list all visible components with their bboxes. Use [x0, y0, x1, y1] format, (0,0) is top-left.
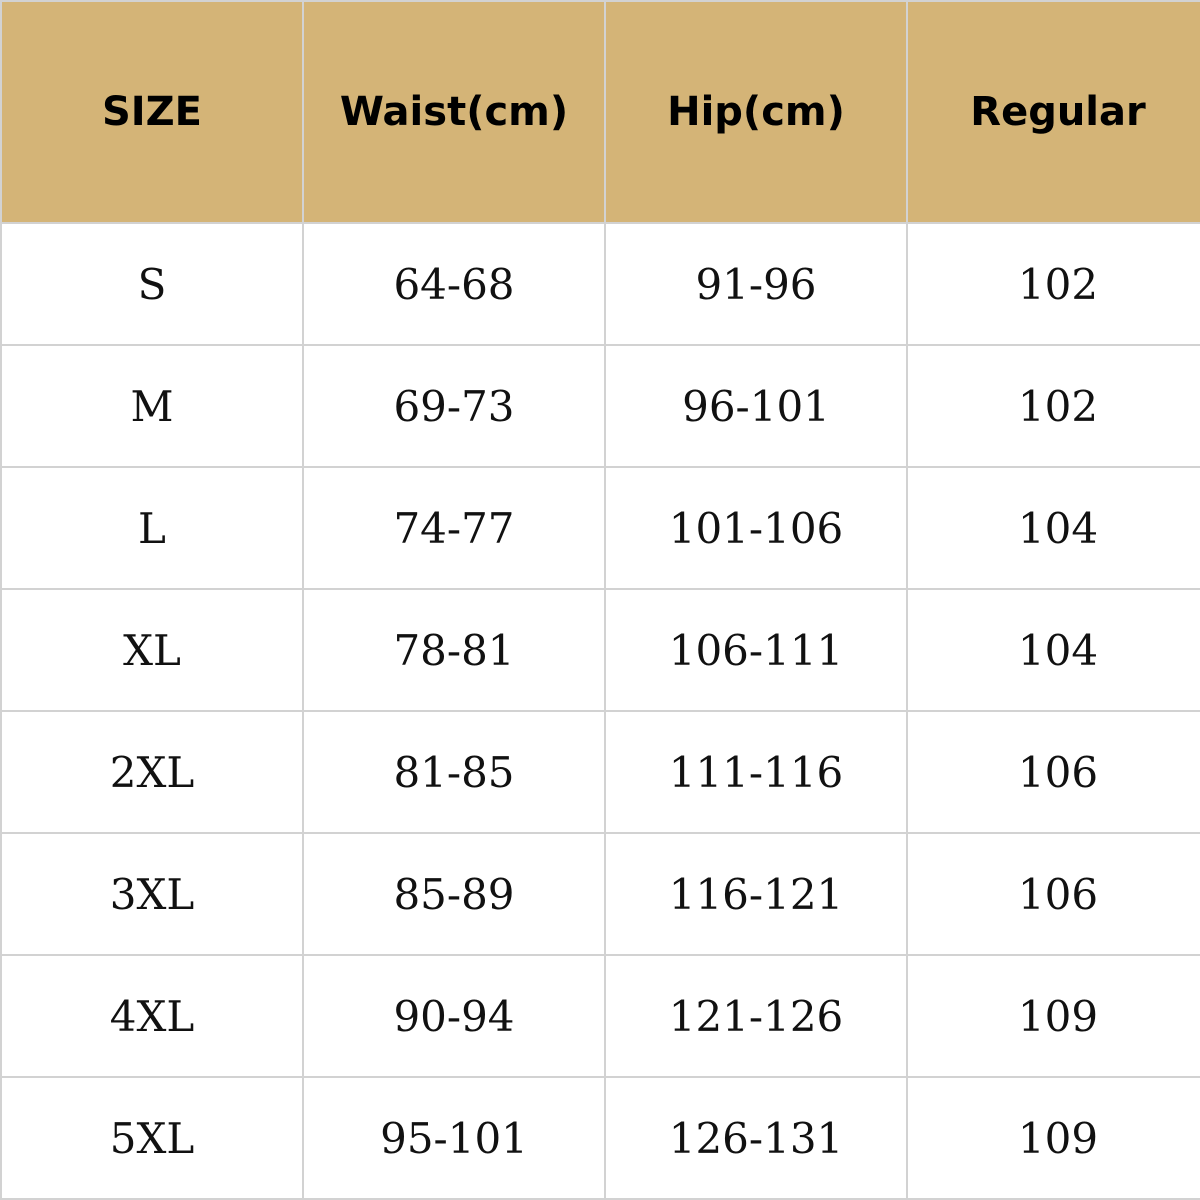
- column-header-hip: Hip(cm): [604, 0, 908, 224]
- cell-size: S: [0, 222, 304, 346]
- table-row: 3XL 85-89 116-121 106: [0, 832, 1200, 956]
- cell-waist: 78-81: [302, 588, 606, 712]
- cell-regular: 104: [906, 588, 1200, 712]
- cell-regular: 109: [906, 1076, 1200, 1200]
- table-row: 2XL 81-85 111-116 106: [0, 710, 1200, 834]
- cell-regular: 102: [906, 222, 1200, 346]
- column-header-regular: Regular: [906, 0, 1200, 224]
- cell-size: L: [0, 466, 304, 590]
- table-row: L 74-77 101-106 104: [0, 466, 1200, 590]
- cell-waist: 69-73: [302, 344, 606, 468]
- cell-regular: 106: [906, 710, 1200, 834]
- cell-regular: 109: [906, 954, 1200, 1078]
- cell-waist: 90-94: [302, 954, 606, 1078]
- table-row: 4XL 90-94 121-126 109: [0, 954, 1200, 1078]
- cell-hip: 111-116: [604, 710, 908, 834]
- cell-waist: 81-85: [302, 710, 606, 834]
- cell-regular: 106: [906, 832, 1200, 956]
- cell-hip: 106-111: [604, 588, 908, 712]
- table-row: 5XL 95-101 126-131 109: [0, 1076, 1200, 1200]
- cell-hip: 116-121: [604, 832, 908, 956]
- column-header-size: SIZE: [0, 0, 304, 224]
- table-row: M 69-73 96-101 102: [0, 344, 1200, 468]
- table-row: S 64-68 91-96 102: [0, 222, 1200, 346]
- table-body: S 64-68 91-96 102 M 69-73 96-101 102 L 74-77 101-1…: [0, 222, 1200, 1200]
- cell-size: M: [0, 344, 304, 468]
- cell-size: 3XL: [0, 832, 304, 956]
- cell-hip: 91-96: [604, 222, 908, 346]
- cell-regular: 104: [906, 466, 1200, 590]
- cell-waist: 74-77: [302, 466, 606, 590]
- header-row: SIZE Waist(cm) Hip(cm) Regular: [0, 0, 1200, 224]
- cell-waist: 64-68: [302, 222, 606, 346]
- cell-regular: 102: [906, 344, 1200, 468]
- cell-hip: 101-106: [604, 466, 908, 590]
- table-row: XL 78-81 106-111 104: [0, 588, 1200, 712]
- cell-hip: 126-131: [604, 1076, 908, 1200]
- cell-size: XL: [0, 588, 304, 712]
- column-header-waist: Waist(cm): [302, 0, 606, 224]
- cell-size: 5XL: [0, 1076, 304, 1200]
- cell-hip: 121-126: [604, 954, 908, 1078]
- cell-waist: 85-89: [302, 832, 606, 956]
- cell-waist: 95-101: [302, 1076, 606, 1200]
- cell-size: 4XL: [0, 954, 304, 1078]
- cell-size: 2XL: [0, 710, 304, 834]
- cell-hip: 96-101: [604, 344, 908, 468]
